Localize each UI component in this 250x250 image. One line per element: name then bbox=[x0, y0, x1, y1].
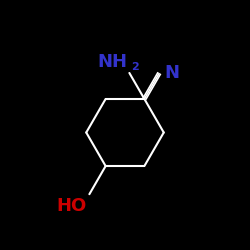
Text: 2: 2 bbox=[131, 62, 138, 72]
Text: NH: NH bbox=[97, 53, 127, 71]
Text: HO: HO bbox=[56, 197, 87, 215]
Text: N: N bbox=[164, 64, 179, 82]
